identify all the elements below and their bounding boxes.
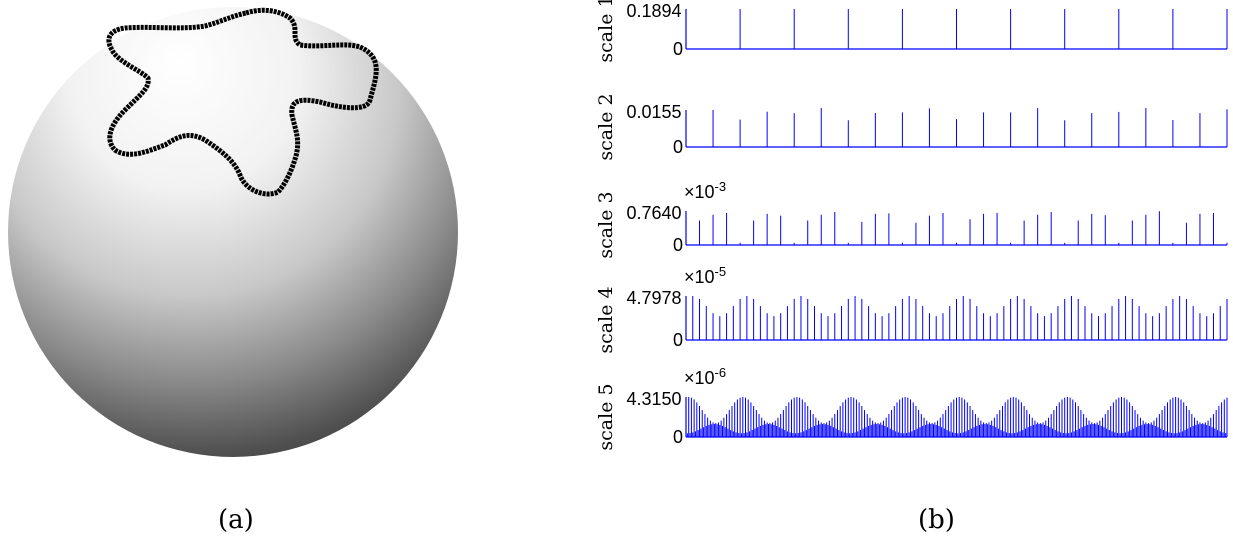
- ytick-zero: 0: [673, 330, 683, 350]
- stem-plot-scale-5: 0 4.3150×10-6 scale 5: [595, 365, 1228, 451]
- sphere-figure: [8, 7, 458, 457]
- stem-plots: 0 0.1894 scale 1 0 0.0155 scale 2 0 0.7640×10-3…: [595, 0, 1228, 451]
- ytick-zero: 0: [673, 137, 683, 157]
- axis-exponent: ×10-6: [684, 365, 726, 388]
- ytick-zero: 0: [673, 427, 683, 447]
- star-curve: [106, 7, 379, 197]
- stem-plot-scale-2: 0 0.0155 scale 2: [595, 93, 1228, 161]
- stem-plot-scale-1: 0 0.1894 scale 1: [595, 0, 1228, 63]
- caption-b: (b): [918, 505, 955, 535]
- ytick-max: 0.1894: [626, 1, 681, 21]
- ytick-max: 4.7978: [626, 288, 681, 308]
- sphere: [8, 7, 458, 457]
- ylabel: scale 3: [595, 191, 617, 258]
- caption-a: (a): [218, 505, 254, 535]
- ytick-max: 0.7640: [626, 203, 681, 223]
- ylabel: scale 4: [595, 286, 617, 353]
- axis-exponent: ×10-3: [684, 179, 726, 202]
- ytick-max: 0.0155: [626, 102, 681, 122]
- axis-exponent: ×10-5: [684, 264, 726, 287]
- stem-plot-scale-3: 0 0.7640×10-3 scale 3: [595, 179, 1228, 259]
- stem-plots-panel: 0 0.1894 scale 1 0 0.0155 scale 2 0 0.7640 ×10-3…: [570, 0, 1233, 470]
- ytick-zero: 0: [673, 235, 683, 255]
- sphere-panel: [0, 0, 470, 470]
- stem-plot-scale-4: 0 4.7978×10-5 scale 4: [595, 264, 1228, 354]
- ytick-max: 4.3150: [626, 389, 681, 409]
- ylabel: scale 5: [595, 383, 617, 450]
- ytick-zero: 0: [673, 39, 683, 59]
- ylabel: scale 2: [595, 93, 617, 160]
- ylabel: scale 1: [595, 0, 617, 63]
